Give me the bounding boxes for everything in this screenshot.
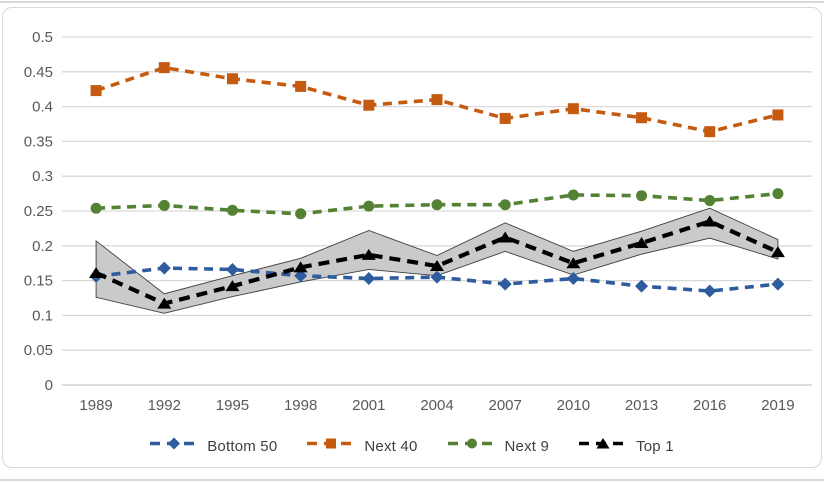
marker-top-1 [293,261,308,273]
marker-next-40 [90,85,102,97]
marker-next-40 [431,94,443,106]
marker-top-1 [770,246,785,258]
marker-next-9 [431,199,443,211]
marker-top-1 [430,259,444,271]
legend-key-square-icon [326,438,337,449]
marker-next-40 [636,112,648,124]
marker-bottom-50 [294,269,308,283]
x-tick-label: 1989 [79,397,112,414]
marker-top-1 [634,237,649,249]
legend-key-next-40-icon [307,436,356,456]
legend-key-next-9-icon [447,436,496,456]
x-tick-label: 2001 [352,397,385,414]
y-tick-label: 0.35 [24,133,53,150]
figure-frame-top [0,1,824,3]
marker-next-9 [226,204,238,216]
marker-next-40 [704,126,716,138]
y-tick-label: 0.2 [32,238,53,255]
legend-label-next-9: Next 9 [504,437,550,455]
legend-item-next-9: Next 9 [447,436,550,456]
y-tick-label: 0 [45,377,53,394]
marker-next-9 [704,195,716,207]
marker-next-9 [295,208,307,220]
legend-item-next-40: Next 40 [307,436,417,456]
marker-bottom-50 [703,284,717,298]
marker-bottom-50 [362,272,376,286]
legend-item-top-1: Top 1 [579,436,674,456]
marker-top-1 [225,280,240,292]
legend-key-top-1-icon [579,436,628,456]
marker-next-40 [363,99,375,111]
marker-top-1 [702,215,717,227]
marker-bottom-50 [157,261,171,275]
marker-next-9 [772,188,784,200]
x-tick-label: 2016 [693,397,726,414]
x-tick-label: 1992 [148,397,181,414]
x-tick-label: 2007 [488,397,521,414]
y-tick-label: 0.05 [24,342,53,359]
y-tick-label: 0.5 [32,29,53,46]
x-tick-label: 1998 [284,397,317,414]
marker-next-40 [567,103,579,115]
marker-bottom-50 [498,277,512,291]
y-tick-label: 0.4 [32,99,53,116]
marker-bottom-50 [225,262,239,276]
y-tick-label: 0.3 [32,168,53,185]
marker-top-1 [498,231,513,243]
marker-bottom-50 [566,272,580,286]
x-tick-label: 2004 [420,397,453,414]
legend-item-bottom-50: Bottom 50 [150,436,277,456]
marker-next-9 [567,189,579,201]
legend-label-next-40: Next 40 [364,437,418,455]
legend-label-bottom-50: Bottom 50 [207,437,278,455]
marker-top-1 [566,257,581,269]
marker-next-9 [158,199,170,211]
marker-next-40 [158,62,170,74]
series-line-top-1 [95,219,779,306]
legend-key-line [447,438,496,449]
chart-legend: Bottom 50 Next 40 Next 9 Top 1 [0,433,824,459]
x-tick-label: 2013 [625,397,658,414]
marker-next-9 [499,199,511,211]
chart-area-border [2,7,822,468]
y-tick-label: 0.1 [32,307,53,324]
marker-next-40 [772,109,784,121]
marker-next-9 [90,202,102,214]
legend-key-bottom-50-icon [150,436,199,456]
legend-key-circle-icon [466,438,477,449]
x-tick-label: 2019 [761,397,794,414]
marker-next-40 [499,112,511,124]
legend-key-diamond-icon [168,437,181,450]
marker-top-1 [361,248,376,260]
marker-top-1 [89,266,104,278]
figure-frame-bottom [0,479,824,481]
legend-key-line [579,438,628,449]
legend-key-line [150,437,199,450]
marker-bottom-50 [771,277,785,291]
marker-next-9 [363,200,375,212]
legend-key-triangle-icon [596,438,610,449]
marker-next-40 [226,73,238,85]
legend-label-top-1: Top 1 [636,437,674,455]
marker-bottom-50 [635,279,649,293]
x-tick-label: 2010 [557,397,590,414]
marker-bottom-50 [430,270,444,284]
y-tick-label: 0.15 [24,273,53,290]
y-tick-label: 0.25 [24,203,53,220]
marker-next-40 [295,80,307,92]
marker-top-1 [157,297,172,309]
x-tick-label: 1995 [216,397,249,414]
y-tick-label: 0.45 [24,64,53,81]
legend-key-line [307,438,356,449]
marker-next-9 [636,190,648,202]
